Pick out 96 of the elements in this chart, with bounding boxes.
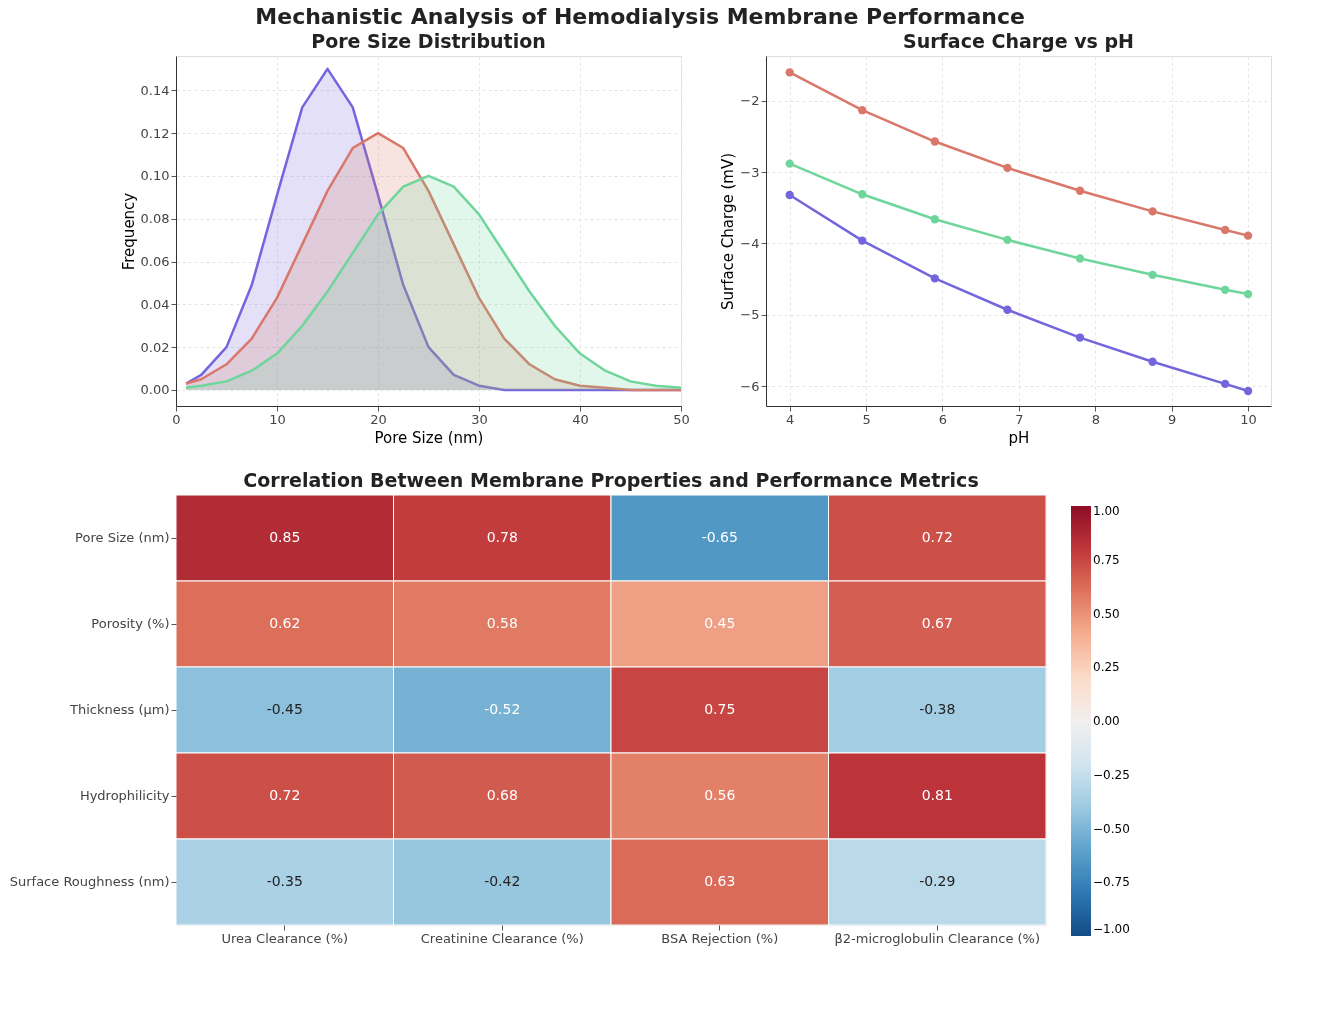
- y-tick-label: −2: [740, 93, 760, 109]
- point: [1075, 254, 1085, 263]
- x-tick-label: 50: [673, 411, 690, 427]
- point: [1220, 285, 1230, 294]
- data-label: 0.72: [921, 529, 953, 545]
- point: [1003, 163, 1012, 173]
- chart-title: Correlation Between Membrane Properties and Performance Metrics: [243, 468, 979, 491]
- x-tick-label: 4: [786, 411, 795, 427]
- y-tick-label: Pore Size (nm): [75, 530, 170, 545]
- point: [1075, 186, 1085, 195]
- data-label: -0.52: [484, 701, 521, 717]
- point: [1148, 270, 1157, 280]
- data-label: 0.85: [269, 529, 301, 545]
- x-tick-label: Creatinine Clearance (%): [420, 930, 584, 946]
- point: [1003, 235, 1012, 245]
- x-tick-label: β2-microglobulin Clearance (%): [834, 930, 1041, 946]
- x-tick-label: 9: [1168, 411, 1177, 427]
- y-axis-title: Surface Charge (mV): [719, 152, 738, 311]
- x-tick-label: Urea Clearance (%): [221, 930, 349, 946]
- data-label: -0.42: [484, 873, 521, 889]
- color-bar-label: −1.00: [1093, 922, 1130, 936]
- data-label: 0.81: [921, 787, 953, 803]
- y-tick-label: −4: [740, 235, 760, 251]
- point: [785, 159, 794, 168]
- x-axis-title: Pore Size (nm): [374, 428, 484, 447]
- data-label: 0.45: [704, 615, 736, 631]
- data-label: 0.63: [704, 873, 736, 889]
- y-tick-label: 0.00: [140, 382, 170, 398]
- y-tick-label: Surface Roughness (nm): [9, 874, 170, 889]
- data-label: 0.75: [704, 701, 736, 717]
- point: [1148, 357, 1157, 366]
- point: [930, 215, 940, 224]
- point: [1075, 333, 1085, 342]
- point: [930, 274, 940, 283]
- y-tick-label: 0.04: [140, 296, 170, 312]
- y-tick-label: Hydrophilicity: [79, 788, 170, 803]
- x-tick-label: 10: [1240, 411, 1257, 427]
- x-tick-label: BSA Rejection (%): [661, 930, 779, 946]
- data-label: -0.38: [919, 701, 956, 717]
- point: [858, 190, 867, 199]
- data-label: 0.67: [921, 615, 953, 631]
- color-bar-label: 1.00: [1093, 504, 1120, 518]
- y-tick-label: 0.10: [140, 168, 170, 184]
- x-tick-label: 7: [1015, 411, 1024, 427]
- color-bar-label: 0.50: [1093, 606, 1120, 621]
- x-tick-label: 30: [471, 411, 488, 427]
- y-tick-label: −3: [740, 164, 760, 180]
- data-label: 0.58: [486, 615, 518, 631]
- y-axis-title: Frequency: [119, 192, 138, 271]
- data-label: -0.65: [701, 529, 738, 545]
- y-tick-label: 0.12: [140, 125, 170, 141]
- color-bar-label: 0.75: [1093, 552, 1120, 567]
- point: [1243, 386, 1253, 396]
- data-label: -0.35: [266, 873, 303, 889]
- x-tick-label: 40: [572, 411, 589, 427]
- point: [1243, 231, 1253, 240]
- y-tick-label: 0.06: [140, 254, 170, 269]
- color-bar-label: −0.75: [1093, 875, 1130, 890]
- x-tick-label: 6: [938, 411, 948, 427]
- color-bar-label: −0.50: [1093, 821, 1130, 836]
- point: [785, 68, 794, 77]
- y-tick-label: 0.08: [140, 211, 170, 227]
- data-label: 0.72: [269, 787, 301, 803]
- data-label: 0.68: [486, 787, 518, 803]
- point: [858, 106, 867, 115]
- chart-title: Pore Size Distribution: [311, 30, 546, 52]
- x-tick-label: 0: [172, 411, 181, 427]
- color-bar-label: −0.25: [1093, 767, 1130, 782]
- point: [1003, 305, 1012, 314]
- x-tick-label: 10: [269, 411, 286, 427]
- x-tick-label: 20: [370, 411, 387, 427]
- color-bar-label: 0.25: [1093, 660, 1120, 675]
- y-tick-label: 0.02: [140, 339, 170, 355]
- data-label: -0.45: [266, 701, 303, 717]
- point: [858, 236, 867, 245]
- chart-title: Surface Charge vs pH: [902, 30, 1135, 52]
- text: Mechanistic Analysis of Hemodialysis Membrane Performance: [255, 3, 1025, 29]
- point: [1220, 379, 1230, 389]
- data-label: -0.29: [919, 873, 956, 889]
- x-tick-label: 8: [1091, 411, 1100, 427]
- data-label: 0.56: [704, 787, 736, 803]
- y-tick-label: Porosity (%): [91, 616, 170, 631]
- y-tick-label: −5: [740, 307, 760, 323]
- point: [785, 190, 794, 200]
- y-tick-label: Thickness (μm): [69, 702, 170, 717]
- x-tick-label: 5: [862, 411, 871, 427]
- point: [930, 137, 940, 146]
- point: [1243, 289, 1253, 299]
- x-axis-title: pH: [1008, 428, 1030, 447]
- point: [1220, 225, 1230, 235]
- point: [1148, 207, 1157, 216]
- y-tick-label: 0.14: [140, 82, 170, 98]
- data-label: 0.78: [486, 529, 518, 545]
- color-bar-label: 0.00: [1093, 714, 1120, 728]
- data-label: 0.62: [269, 615, 301, 631]
- y-tick-label: −6: [740, 378, 760, 394]
